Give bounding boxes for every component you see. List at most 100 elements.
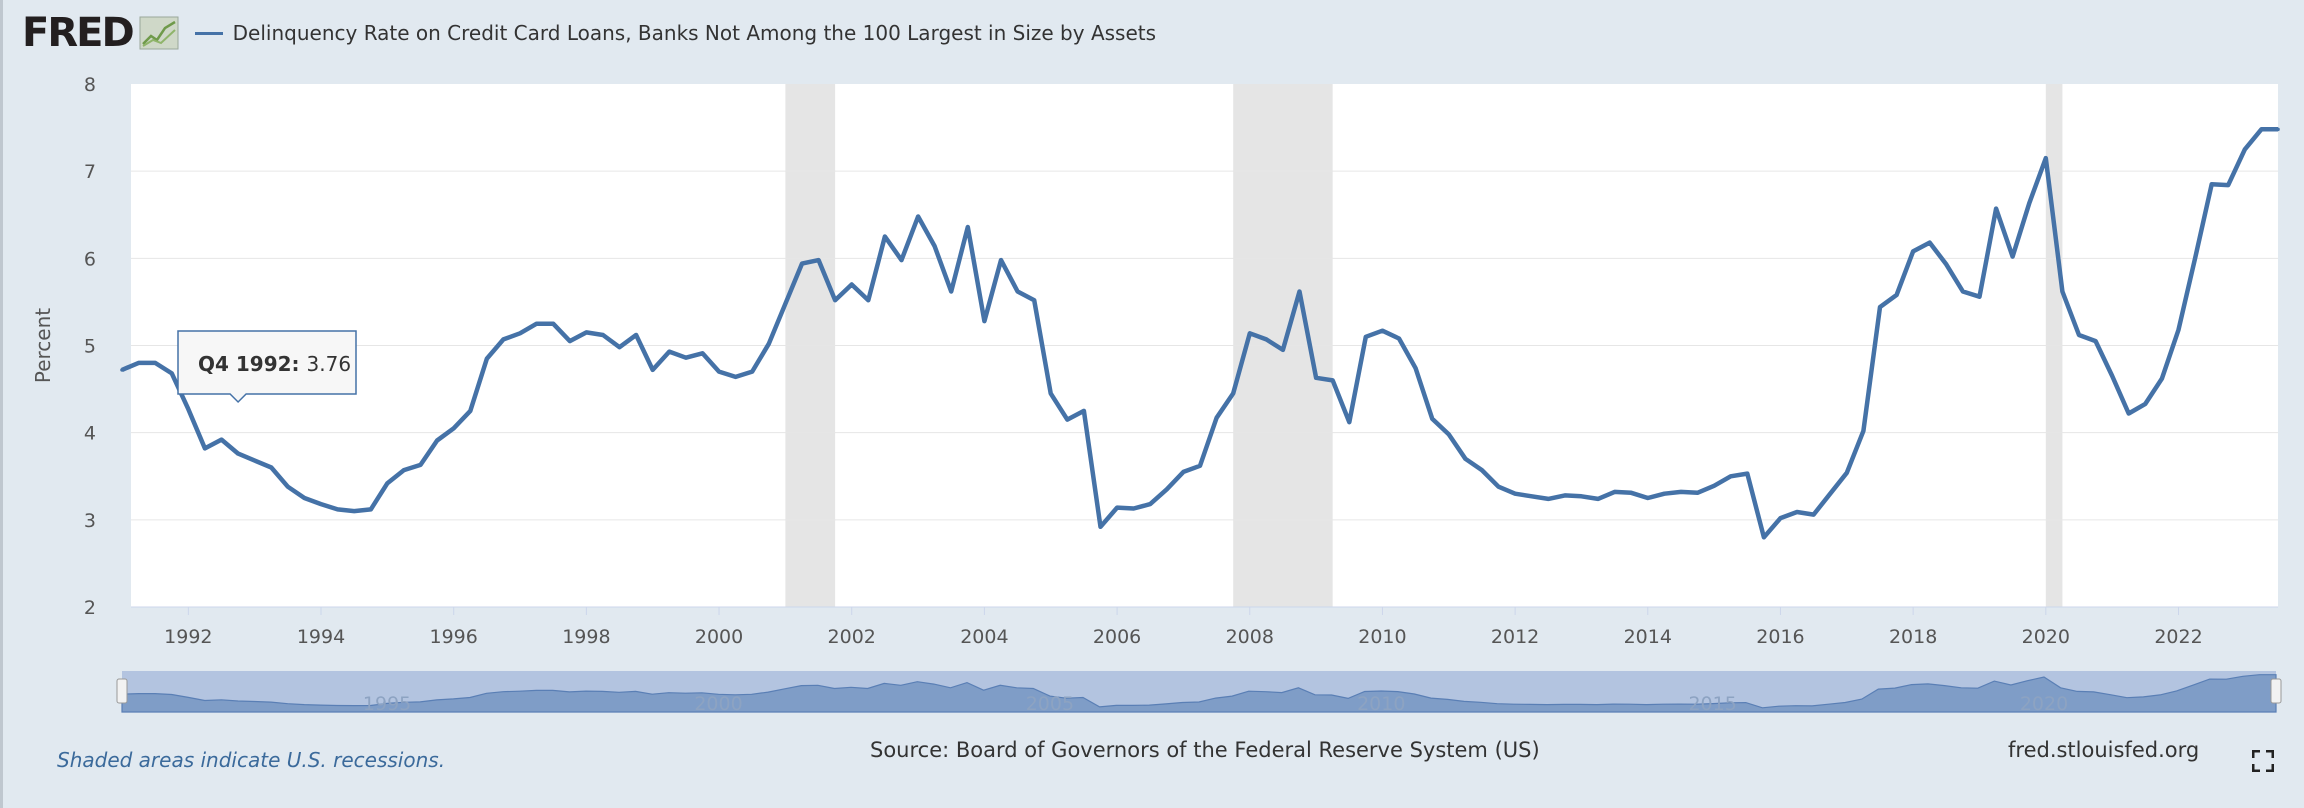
data-point[interactable] bbox=[1048, 391, 1053, 396]
data-point[interactable] bbox=[1778, 516, 1783, 520]
data-point[interactable] bbox=[2276, 127, 2280, 132]
data-point[interactable] bbox=[418, 463, 423, 467]
data-point[interactable] bbox=[750, 369, 755, 374]
data-point[interactable] bbox=[1828, 491, 1833, 496]
data-point[interactable] bbox=[1297, 289, 1302, 294]
data-point[interactable] bbox=[335, 507, 340, 512]
data-point[interactable] bbox=[1762, 535, 1766, 540]
data-point[interactable] bbox=[700, 351, 705, 356]
navigator-handle-right[interactable] bbox=[2270, 678, 2282, 704]
data-point[interactable] bbox=[319, 502, 323, 506]
data-point[interactable] bbox=[1281, 348, 1285, 352]
data-point[interactable] bbox=[2193, 256, 2197, 261]
data-point[interactable] bbox=[1811, 512, 1816, 517]
data-point[interactable] bbox=[1695, 491, 1700, 495]
data-point[interactable] bbox=[1596, 497, 1600, 501]
data-point[interactable] bbox=[650, 368, 655, 372]
data-point[interactable] bbox=[601, 333, 605, 337]
data-point[interactable] bbox=[1148, 502, 1153, 506]
data-point[interactable] bbox=[783, 301, 788, 306]
data-point[interactable] bbox=[1911, 249, 1915, 254]
data-point[interactable] bbox=[2110, 374, 2114, 378]
data-point[interactable] bbox=[1480, 468, 1484, 472]
data-point[interactable] bbox=[1214, 416, 1219, 420]
data-point[interactable] bbox=[518, 331, 522, 336]
data-point[interactable] bbox=[153, 361, 157, 365]
data-point[interactable] bbox=[816, 258, 821, 262]
data-point[interactable] bbox=[551, 321, 555, 326]
data-point[interactable] bbox=[932, 244, 937, 248]
data-point[interactable] bbox=[1446, 432, 1451, 437]
data-point[interactable] bbox=[468, 409, 473, 413]
fullscreen-icon[interactable] bbox=[2252, 750, 2274, 772]
data-point[interactable] bbox=[733, 375, 738, 379]
data-point[interactable] bbox=[2077, 333, 2081, 337]
data-point[interactable] bbox=[1165, 487, 1169, 492]
data-point[interactable] bbox=[1529, 494, 1534, 499]
data-point[interactable] bbox=[1463, 457, 1468, 461]
data-point[interactable] bbox=[1878, 305, 1882, 309]
data-point[interactable] bbox=[302, 496, 307, 500]
data-point[interactable] bbox=[203, 446, 207, 451]
data-point[interactable] bbox=[1131, 506, 1136, 511]
data-point[interactable] bbox=[899, 258, 904, 262]
data-point[interactable] bbox=[2027, 201, 2032, 206]
data-point[interactable] bbox=[236, 451, 240, 456]
data-point[interactable] bbox=[916, 214, 920, 219]
data-point[interactable] bbox=[169, 371, 174, 376]
data-point[interactable] bbox=[1032, 298, 1036, 302]
data-point[interactable] bbox=[2243, 147, 2247, 152]
data-point[interactable] bbox=[966, 225, 970, 229]
data-point[interactable] bbox=[501, 337, 506, 342]
data-point[interactable] bbox=[219, 437, 224, 442]
data-point[interactable] bbox=[1977, 294, 1982, 299]
data-point[interactable] bbox=[1612, 490, 1617, 494]
data-point[interactable] bbox=[2010, 254, 2015, 259]
data-point[interactable] bbox=[1430, 416, 1434, 421]
data-point[interactable] bbox=[1264, 337, 1269, 342]
data-point[interactable] bbox=[1231, 391, 1235, 396]
data-point[interactable] bbox=[1645, 496, 1650, 500]
data-point[interactable] bbox=[767, 341, 771, 346]
data-point[interactable] bbox=[584, 330, 589, 335]
data-point[interactable] bbox=[667, 349, 672, 354]
data-point[interactable] bbox=[435, 438, 439, 443]
data-point[interactable] bbox=[833, 298, 837, 302]
data-point[interactable] bbox=[1662, 491, 1667, 496]
data-point[interactable] bbox=[1712, 484, 1716, 488]
data-point[interactable] bbox=[717, 369, 721, 374]
data-point[interactable] bbox=[684, 355, 688, 360]
data-point[interactable] bbox=[1944, 262, 1949, 267]
data-point[interactable] bbox=[1496, 484, 1501, 489]
data-point[interactable] bbox=[1380, 328, 1385, 333]
data-point[interactable] bbox=[120, 368, 124, 372]
data-point[interactable] bbox=[286, 484, 290, 489]
data-point[interactable] bbox=[1065, 417, 1070, 422]
navigator-handle-left[interactable] bbox=[116, 678, 128, 704]
data-point[interactable] bbox=[1563, 493, 1567, 498]
data-point[interactable] bbox=[1579, 494, 1584, 499]
data-point[interactable] bbox=[2226, 183, 2231, 187]
fred-logo[interactable]: FRED bbox=[22, 10, 135, 56]
data-point[interactable] bbox=[800, 261, 804, 266]
data-point[interactable] bbox=[866, 298, 871, 302]
data-point[interactable] bbox=[2126, 411, 2131, 416]
data-point[interactable] bbox=[451, 426, 456, 431]
data-point[interactable] bbox=[1330, 378, 1335, 383]
data-point[interactable] bbox=[1861, 429, 1866, 433]
data-point[interactable] bbox=[1629, 491, 1633, 495]
data-point[interactable] bbox=[1927, 240, 1932, 245]
data-point[interactable] bbox=[186, 407, 191, 411]
series-title[interactable]: Delinquency Rate on Credit Card Loans, B… bbox=[232, 21, 1157, 45]
data-point[interactable] bbox=[2060, 289, 2065, 294]
data-point[interactable] bbox=[2143, 402, 2148, 406]
data-point[interactable] bbox=[252, 458, 257, 463]
data-point[interactable] bbox=[136, 361, 141, 365]
data-point[interactable] bbox=[1845, 470, 1849, 475]
data-point[interactable] bbox=[982, 319, 987, 323]
data-point[interactable] bbox=[849, 282, 854, 287]
data-point[interactable] bbox=[1181, 470, 1186, 474]
data-point[interactable] bbox=[2160, 376, 2164, 381]
data-point[interactable] bbox=[534, 321, 539, 326]
